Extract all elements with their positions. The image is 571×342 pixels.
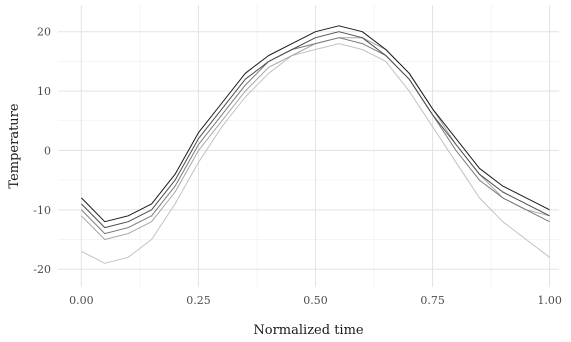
x-tick-label: 1.00	[537, 294, 562, 307]
x-tick-label: 0.50	[303, 294, 328, 307]
series-lines	[81, 25, 550, 264]
series-line	[81, 25, 550, 223]
y-tick-label: 10	[37, 85, 51, 98]
y-tick-label: 20	[37, 26, 51, 39]
y-tick-label: 0	[44, 144, 51, 157]
y-tick-label: -10	[33, 204, 51, 217]
x-tick-label: 0.25	[186, 294, 211, 307]
x-axis-title: Normalized time	[253, 323, 364, 338]
x-tick-label: 0.00	[69, 294, 94, 307]
y-axis-title: Temperature	[7, 103, 22, 188]
x-tick-label: 0.75	[420, 294, 445, 307]
series-line	[81, 37, 550, 235]
y-tick-label: -20	[33, 263, 51, 276]
grid	[58, 5, 559, 287]
series-line	[81, 43, 550, 264]
series-line	[81, 31, 550, 229]
tick-labels: 0.00 0.25 0.50 0.75 1.00 -20 -10 0 10 20	[33, 26, 562, 307]
